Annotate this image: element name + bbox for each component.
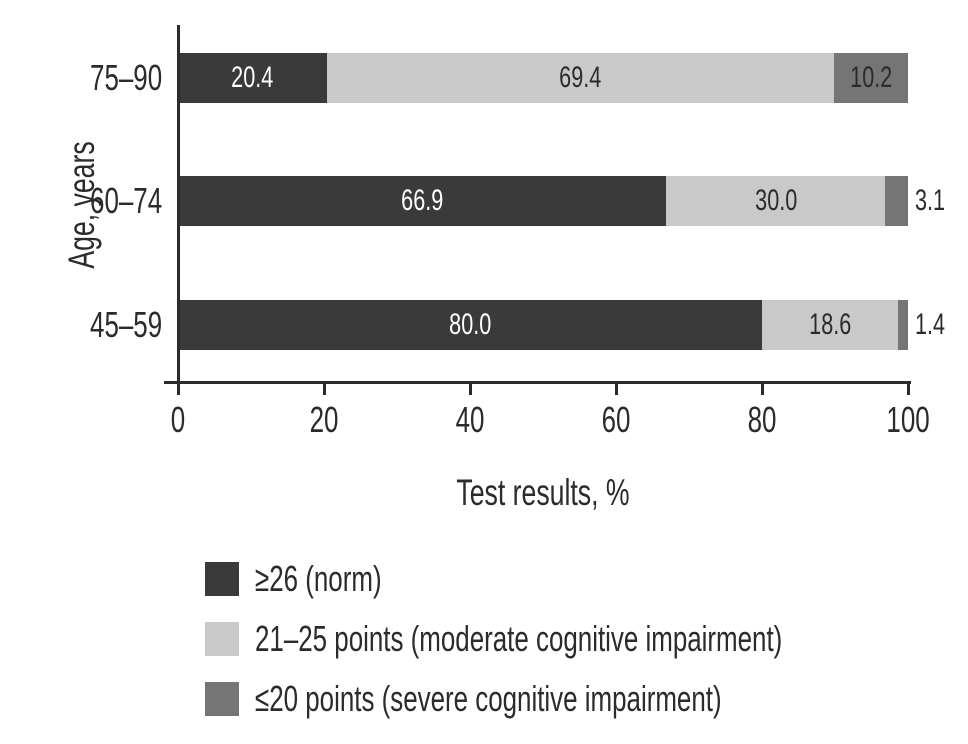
y-category-label-text: 75–90 [89, 57, 162, 98]
x-tick-label-text: 80 [747, 399, 777, 440]
x-tick-label: 60 [571, 402, 661, 438]
bar-row: 66.9 30.0 3.1 [178, 176, 945, 226]
legend-swatch-norm [205, 562, 239, 596]
bar-value-label: 10.2 [849, 61, 892, 94]
x-tick-mark [469, 384, 472, 395]
bar-value-label-outside: 3.1 [915, 184, 946, 217]
legend-label-norm: ≥26 (norm) [255, 561, 431, 597]
x-tick-mark [761, 384, 764, 395]
x-tick-label: 20 [279, 402, 369, 438]
y-category-label: 60–74 [0, 176, 162, 226]
bar-segment-severe: 10.2 [833, 53, 908, 103]
bar-segment-moderate: 30.0 [666, 176, 886, 226]
bar-segment-moderate: 18.6 [762, 300, 898, 350]
bar-segment-moderate: 69.4 [326, 53, 834, 103]
x-tick-label-text: 100 [886, 399, 930, 440]
x-axis-title: Test results, % [423, 474, 664, 512]
y-category-label-text: 45–59 [89, 304, 162, 345]
legend-swatch-severe [205, 682, 239, 716]
legend-label-text: ≤20 points (severe cognitive impairment) [255, 678, 722, 719]
bar-value-label-outside: 1.4 [915, 308, 946, 341]
y-category-label-text: 60–74 [89, 180, 162, 221]
x-tick-mark [323, 384, 326, 395]
bar-value-label: 66.9 [401, 184, 444, 217]
bar-segment-norm: 80.0 [178, 300, 762, 350]
x-tick-label: 0 [133, 402, 223, 438]
y-category-label: 45–59 [0, 300, 162, 350]
y-category-label: 75–90 [0, 53, 162, 103]
bar-row: 80.0 18.6 1.4 [178, 300, 945, 350]
legend-item-severe: ≤20 points (severe cognitive impairment) [205, 681, 968, 717]
bar-segment-severe [885, 176, 908, 226]
x-tick-label-text: 60 [601, 399, 631, 440]
bar-row: 20.4 69.4 10.2 [178, 53, 908, 103]
y-axis-line [177, 25, 180, 394]
x-tick-mark [907, 384, 910, 395]
x-tick-label: 40 [425, 402, 515, 438]
bar-segment-norm: 20.4 [178, 53, 327, 103]
bar-value-label: 18.6 [808, 308, 851, 341]
x-tick-label-text: 20 [309, 399, 339, 440]
x-tick-mark [177, 384, 180, 395]
x-tick-label-text: 40 [455, 399, 485, 440]
x-axis-title-text: Test results, % [456, 472, 630, 513]
legend: ≥26 (norm) 21–25 points (moderate cogniti… [205, 561, 968, 717]
legend-item-moderate: 21–25 points (moderate cognitive impairm… [205, 621, 968, 657]
legend-label-text: 21–25 points (moderate cognitive impairm… [255, 618, 783, 659]
legend-item-norm: ≥26 (norm) [205, 561, 968, 597]
legend-label-text: ≥26 (norm) [255, 558, 382, 599]
x-tick-label: 80 [717, 402, 807, 438]
bar-value-label: 20.4 [231, 61, 274, 94]
bar-value-label: 80.0 [448, 308, 492, 341]
legend-label-severe: ≤20 points (severe cognitive impairment) [255, 681, 903, 717]
bar-value-label: 69.4 [559, 61, 602, 94]
x-tick-label: 100 [863, 402, 953, 438]
x-tick-label-text: 0 [170, 399, 186, 440]
bar-value-label: 30.0 [754, 184, 797, 217]
x-tick-mark [615, 384, 618, 395]
x-axis-line [164, 381, 911, 384]
bar-segment-norm: 66.9 [178, 176, 667, 226]
legend-label-moderate: 21–25 points (moderate cognitive impairm… [255, 621, 968, 657]
legend-swatch-moderate [205, 622, 239, 656]
bar-segment-severe [897, 300, 908, 350]
